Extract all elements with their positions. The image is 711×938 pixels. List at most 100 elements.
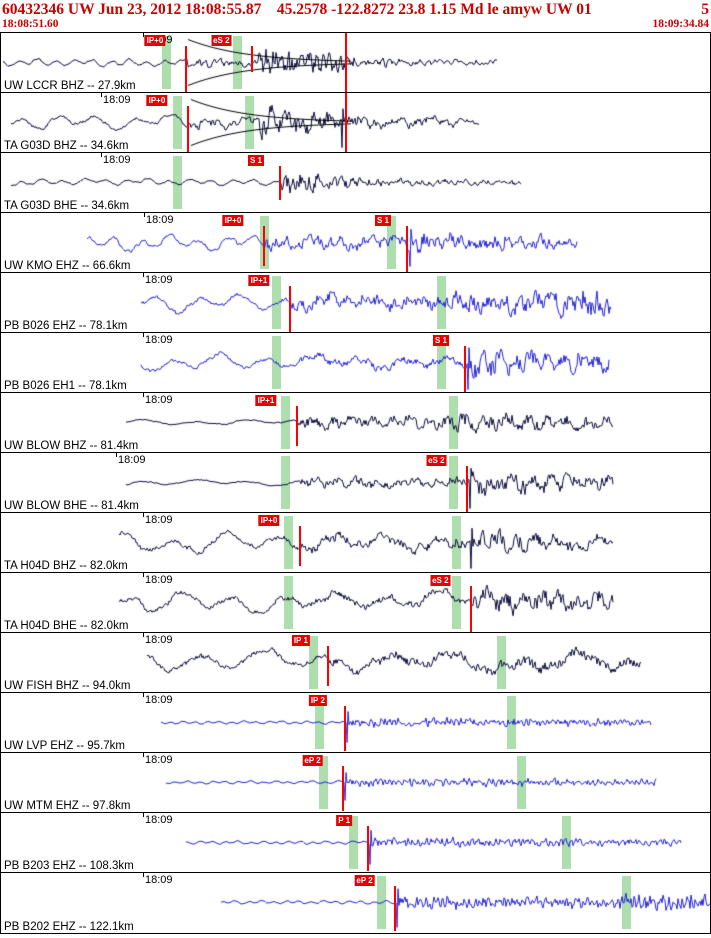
window-end-time: 18:09:34.84	[652, 18, 709, 30]
pick-line	[263, 226, 265, 266]
pick-line	[299, 526, 301, 566]
event-flag-count: 5	[701, 1, 709, 18]
pick-line	[466, 466, 468, 512]
station-label: UW LVP EHZ -- 95.7km	[4, 740, 125, 752]
event-summary-line: 60432346 UW Jun 23, 2012 18:08:55.87 45.…	[2, 1, 709, 18]
pick-line	[342, 766, 344, 811]
trace-row: 18:09 PB B203 EHZ -- 108.3km P 1	[1, 813, 710, 873]
minute-tick-mark	[143, 813, 144, 817]
pick-line	[464, 346, 466, 392]
waveform-canvas[interactable]	[1, 33, 710, 92]
trace-row: 18:09 UW LCCR BHZ -- 27.9km IP+0eS 2	[1, 33, 710, 93]
pick-line	[327, 646, 329, 686]
waveform-canvas[interactable]	[1, 573, 710, 632]
minute-tick-mark	[143, 873, 144, 877]
station-label: UW FISH BHZ -- 94.0km	[4, 680, 131, 692]
trace-row: 18:09 UW FISH BHZ -- 94.0km IP 1	[1, 633, 710, 693]
waveform-canvas[interactable]	[1, 273, 710, 332]
minute-tick-label: 18:09	[145, 334, 173, 346]
waveform-canvas[interactable]	[1, 213, 710, 272]
waveform-canvas[interactable]	[1, 453, 710, 512]
trace-row: 18:09 PB B202 EHZ -- 122.1km eP 2	[1, 873, 710, 933]
waveform-canvas[interactable]	[1, 693, 710, 752]
pick-flag-label[interactable]: IP+1	[255, 395, 277, 406]
pick-flag-label[interactable]: eS 2	[211, 35, 232, 46]
pick-flag-label[interactable]: IP+0	[146, 95, 168, 106]
minute-tick-label: 18:09	[145, 874, 173, 886]
station-label: UW KMO EHZ -- 66.6km	[4, 260, 131, 272]
waveform-canvas[interactable]	[1, 633, 710, 692]
pick-flag-label[interactable]: eP 2	[354, 875, 375, 886]
minute-tick-label: 18:09	[145, 814, 173, 826]
station-label: PB B203 EHZ -- 108.3km	[4, 860, 134, 872]
pick-line	[251, 46, 253, 72]
event-header: 60432346 UW Jun 23, 2012 18:08:55.87 45.…	[0, 0, 711, 32]
station-label: PB B202 EHZ -- 122.1km	[4, 921, 134, 933]
station-label: TA G03D BHE -- 34.6km	[4, 200, 130, 212]
pick-flag-label[interactable]: S 1	[247, 155, 264, 166]
trace-row: 18:09 UW MTM EHZ -- 97.8km eP 2	[1, 753, 710, 813]
waveform-canvas[interactable]	[1, 333, 710, 392]
minute-tick-label: 18:09	[145, 754, 173, 766]
pick-flag-label[interactable]: P 1	[336, 815, 353, 826]
waveform-canvas[interactable]	[1, 393, 710, 452]
waveform-canvas[interactable]	[1, 153, 710, 212]
trace-row: 18:09 UW BLOW BHZ -- 81.4km IP+1	[1, 393, 710, 453]
minute-tick-mark	[143, 33, 144, 37]
pick-flag-label[interactable]: eS 2	[430, 575, 451, 586]
minute-tick-mark	[144, 213, 145, 217]
pick-flag-label[interactable]: S 1	[374, 215, 391, 226]
minute-tick-label: 18:09	[145, 274, 173, 286]
station-label: TA H04D BHE -- 82.0km	[4, 620, 129, 632]
minute-tick-label: 18:09	[103, 154, 131, 166]
pick-line	[394, 886, 396, 931]
waveform-panel: 18:09 UW LCCR BHZ -- 27.9km IP+0 eS 2 18:…	[0, 32, 711, 934]
station-label: PB B026 EH1 -- 78.1km	[4, 380, 127, 392]
minute-tick-label: 18:09	[145, 634, 173, 646]
trace-row: 18:09 UW BLOW BHE -- 81.4km eS 2	[1, 453, 710, 513]
pick-flag-label[interactable]: IP+0	[144, 35, 166, 46]
minute-tick-mark	[101, 153, 102, 157]
pick-flag-label[interactable]: eS 2	[426, 455, 447, 466]
trace-row: 18:09 TA G03D BHZ -- 34.6km IP+0	[1, 93, 710, 153]
minute-tick-label: 18:09	[146, 214, 174, 226]
minute-tick-mark	[143, 633, 144, 637]
waveform-canvas[interactable]	[1, 513, 710, 572]
minute-tick-mark	[143, 333, 144, 337]
pick-line	[470, 586, 472, 632]
station-label: UW BLOW BHZ -- 81.4km	[4, 440, 139, 452]
window-start-time: 18:08:51.60	[2, 18, 59, 30]
pick-flag-label[interactable]: IP+1	[248, 275, 270, 286]
time-window-line: 18:08:51.60 18:09:34.84	[2, 18, 709, 31]
pick-line	[367, 826, 369, 871]
pick-line	[406, 226, 408, 272]
minute-tick-mark	[143, 693, 144, 697]
pick-flag-label[interactable]: S 1	[432, 335, 449, 346]
event-summary-text: 60432346 UW Jun 23, 2012 18:08:55.87 45.…	[2, 1, 592, 18]
trace-row: 18:09 TA H04D BHZ -- 82.0km IP+0	[1, 513, 710, 573]
pick-line	[185, 46, 187, 92]
trace-row: 18:09 TA G03D BHE -- 34.6km S 1	[1, 153, 710, 213]
minute-tick-mark	[143, 513, 144, 517]
minute-tick-mark	[143, 393, 144, 397]
waveform-canvas[interactable]	[1, 93, 710, 152]
pick-flag-label[interactable]: IP+0	[222, 215, 244, 226]
waveform-canvas[interactable]	[1, 753, 710, 812]
minute-tick-label: 18:09	[103, 94, 131, 106]
waveform-canvas[interactable]	[1, 813, 710, 872]
pick-flag-label[interactable]: IP+0	[258, 515, 280, 526]
pick-flag-label[interactable]: IP 2	[308, 695, 327, 706]
pick-flag-label[interactable]: IP 1	[291, 635, 310, 646]
station-label: PB B026 EHZ -- 78.1km	[4, 320, 128, 332]
minute-tick-mark	[143, 573, 144, 577]
minute-tick-mark	[101, 93, 102, 97]
minute-tick-mark	[116, 453, 117, 457]
pick-line	[296, 406, 298, 446]
trace-row: 18:09 TA H04D BHE -- 82.0km eS 2	[1, 573, 710, 633]
minute-tick-label: 18:09	[145, 694, 173, 706]
station-label: TA G03D BHZ -- 34.6km	[4, 140, 129, 152]
minute-tick-mark	[143, 753, 144, 757]
minute-tick-label: 18:09	[145, 514, 173, 526]
pick-flag-label[interactable]: eP 2	[302, 755, 323, 766]
pick-line	[187, 106, 189, 152]
